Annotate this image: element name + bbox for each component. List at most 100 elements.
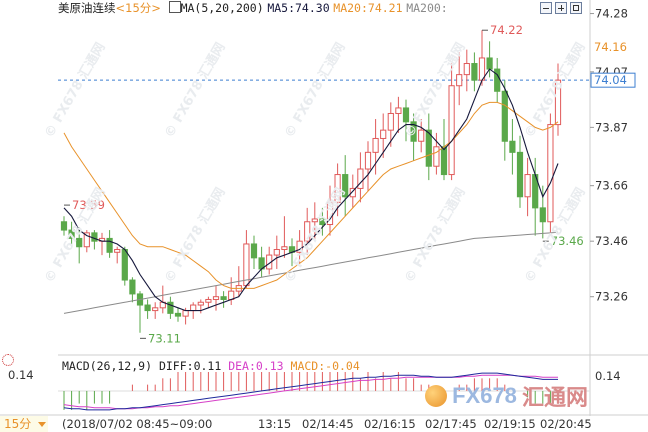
candle-up	[372, 137, 379, 153]
candle-down	[501, 90, 508, 142]
y-tick-label: 74.28	[595, 7, 628, 21]
time-tick: 13:15	[258, 417, 292, 431]
period-button[interactable]: 15分	[0, 416, 48, 432]
y-tick-label: 73.66	[595, 179, 628, 193]
candle-up	[281, 246, 288, 251]
candle-up	[418, 129, 425, 142]
ma-price-tag: 74.16	[594, 40, 627, 54]
ma5-value: MA5:74.30	[267, 1, 330, 15]
candle-down	[174, 312, 182, 317]
fullscreen-button[interactable]	[570, 2, 582, 14]
candle-down	[494, 68, 501, 92]
time-tick: 02/17:45	[425, 417, 477, 431]
minus-button[interactable]	[540, 2, 552, 14]
candle-up	[364, 151, 372, 170]
candle-up	[463, 63, 470, 76]
candle-up	[433, 146, 440, 167]
candle-up	[387, 112, 394, 131]
candle-up	[228, 290, 235, 300]
candle-up	[448, 85, 455, 176]
candle-up	[349, 187, 356, 198]
ma200-line	[63, 231, 559, 314]
time-tick: 02/19:15	[484, 417, 536, 431]
fullscreen-icon	[573, 5, 579, 11]
left-price-label: 73.59	[72, 198, 105, 212]
macd-settings-icon[interactable]	[2, 354, 14, 366]
candle-up	[380, 129, 387, 139]
ma20-line	[63, 101, 559, 289]
plus-button[interactable]	[555, 2, 567, 14]
candle-up	[83, 232, 90, 248]
brand-globe-icon	[425, 385, 447, 407]
candle-up	[273, 249, 280, 256]
candle-down	[440, 146, 448, 176]
last-price-tag	[590, 72, 636, 88]
brand-logo: FX678 汇通网	[425, 380, 588, 412]
candle-up	[326, 201, 334, 226]
time-label-start: (2018/07/02 08:45~09:00	[62, 417, 213, 431]
candle-up	[547, 124, 554, 223]
candle-down	[342, 174, 349, 198]
ma5-line	[63, 68, 559, 312]
candle-down	[402, 107, 410, 123]
time-tick: 02/16:15	[364, 417, 416, 431]
candle-up	[456, 74, 463, 87]
candle-up	[212, 296, 220, 300]
candle-down	[410, 121, 417, 142]
candle-up	[182, 310, 189, 317]
ma20-value: MA20:74.21	[333, 1, 403, 15]
brand-cn-text: 汇通网	[522, 385, 589, 410]
candle-down	[121, 249, 128, 281]
ma200-value: MA200:	[406, 1, 448, 15]
candle-down	[471, 63, 478, 81]
ma-settings-label[interactable]: MA(5,20,200)	[180, 1, 264, 15]
candle-down	[539, 207, 546, 223]
y-tick-label: 73.46	[595, 234, 628, 248]
minus-icon	[543, 8, 549, 9]
y-tick-label: 73.87	[595, 120, 628, 134]
candle-down	[509, 140, 516, 153]
symbol-name: 美原油连续	[58, 1, 116, 15]
period-tag: <15分>	[115, 1, 161, 15]
candle-down	[425, 129, 432, 167]
right-low-price-label: 73.46	[551, 234, 584, 248]
candle-up	[197, 301, 204, 306]
candle-up	[152, 307, 159, 312]
period-dropdown-icon[interactable]	[38, 422, 46, 427]
candle-down	[106, 237, 113, 253]
candle-up	[395, 107, 402, 114]
low-price-label: 73.11	[148, 331, 181, 345]
candle-down	[91, 232, 98, 242]
macd-dea-line	[63, 374, 558, 410]
candle-down	[250, 243, 258, 259]
candle-down	[319, 218, 326, 226]
candle-up	[114, 249, 121, 253]
candle-up	[554, 79, 562, 126]
chart-header: 美原油连续<15分> MA(5,20,200) MA5:74.30 MA20:7…	[58, 1, 448, 15]
macd-axis-label: 0.14	[595, 369, 621, 383]
candle-down	[486, 57, 493, 70]
candle-down	[76, 237, 83, 248]
macd-axis-left-label: 0.14	[8, 368, 34, 382]
macd-diff-value: DIFF:0.11	[158, 359, 222, 373]
candle-down	[220, 296, 227, 300]
macd-params: MACD(26,12,9)	[62, 359, 153, 373]
macd-diff-line	[63, 372, 558, 411]
macd-value: MACD:-0.04	[290, 359, 360, 373]
brand-fx-text: FX678	[452, 383, 517, 408]
candle-down	[60, 221, 68, 231]
candle-up	[205, 298, 212, 303]
candle-down	[129, 279, 136, 295]
macd-dea-value: DEA:0.13	[228, 359, 284, 373]
candle-up	[304, 221, 311, 242]
candle-up	[334, 174, 341, 203]
candle-up	[524, 174, 531, 198]
ma-toggle-icon[interactable]	[168, 1, 181, 13]
macd-header: MACD(26,12,9) DIFF:0.11 DEA:0.13 MACD:-0…	[62, 359, 360, 373]
high-price-label: 74.22	[490, 23, 523, 37]
candle-down	[516, 151, 524, 198]
y-tick-label: 73.26	[595, 290, 628, 304]
candle-down	[68, 229, 75, 239]
